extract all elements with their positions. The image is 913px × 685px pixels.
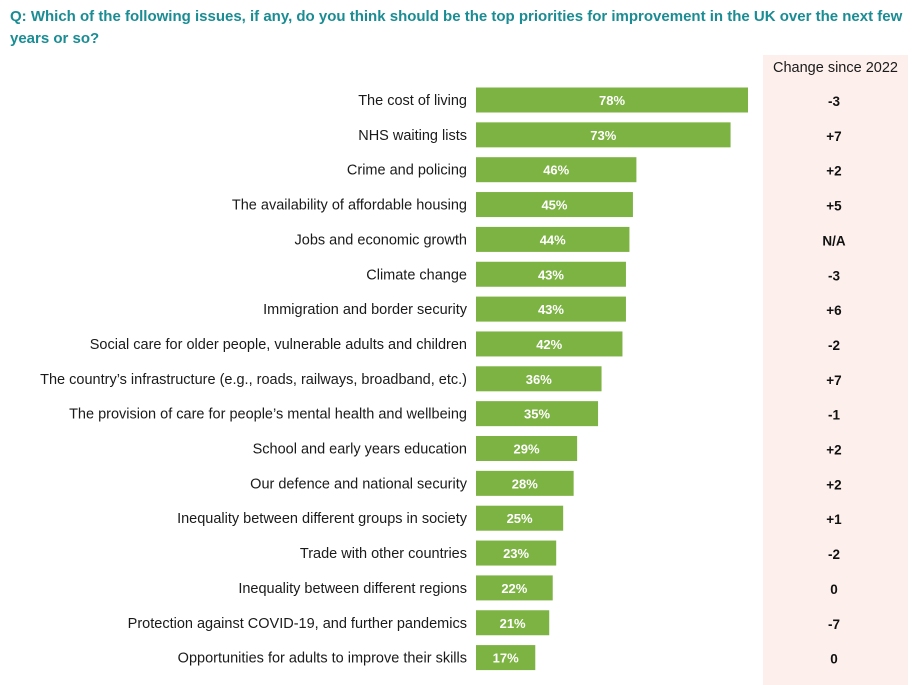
bar-value-label: 42%	[536, 337, 562, 352]
category-label: Climate change	[366, 267, 467, 283]
bar-value-label: 73%	[590, 128, 616, 143]
category-label: Opportunities for adults to improve thei…	[178, 651, 467, 667]
bar-value-label: 43%	[538, 267, 564, 282]
category-label: Trade with other countries	[300, 546, 467, 562]
change-value: -3	[828, 94, 840, 109]
bar-value-label: 36%	[526, 372, 552, 387]
bar	[476, 401, 599, 427]
change-value: +2	[826, 164, 841, 179]
change-value: 0	[830, 652, 838, 667]
bar	[476, 87, 748, 113]
bar	[476, 436, 578, 461]
change-column-header: Change since 2022	[773, 60, 898, 76]
category-label: Our defence and national security	[250, 476, 468, 492]
bar-value-label: 45%	[541, 198, 567, 213]
bar-value-label: 21%	[500, 616, 526, 631]
bar	[476, 331, 623, 357]
change-value: -2	[828, 338, 840, 353]
category-label: Immigration and border security	[263, 302, 468, 318]
category-label: The availability of affordable housing	[232, 198, 467, 214]
category-label: Protection against COVID-19, and further…	[128, 616, 467, 632]
change-value: -3	[828, 268, 840, 283]
bar	[476, 575, 553, 601]
question-title: Q: Which of the following issues, if any…	[10, 8, 903, 47]
bar-value-label: 35%	[524, 407, 550, 422]
bar	[476, 366, 602, 392]
bar	[476, 261, 626, 287]
category-label: NHS waiting lists	[358, 128, 467, 144]
change-value: +2	[826, 477, 841, 492]
category-label: Inequality between different regions	[238, 581, 467, 597]
change-value: +1	[826, 512, 842, 527]
change-value: +6	[826, 303, 842, 318]
bar	[476, 192, 633, 218]
change-value: N/A	[822, 233, 846, 248]
bar-value-label: 29%	[514, 442, 540, 457]
bar-value-label: 23%	[503, 546, 529, 561]
bar	[476, 122, 731, 148]
category-label: The provision of care for people’s menta…	[69, 407, 467, 423]
bar	[476, 296, 626, 322]
bar-value-label: 22%	[501, 581, 527, 596]
bar-value-label: 17%	[493, 651, 519, 666]
category-label: Inequality between different groups in s…	[177, 511, 468, 527]
bar	[476, 226, 630, 252]
change-value: 0	[830, 582, 838, 597]
category-label: Social care for older people, vulnerable…	[90, 337, 467, 353]
change-value: +5	[826, 199, 842, 214]
bar	[476, 645, 536, 671]
change-value: +7	[826, 129, 841, 144]
change-value: -1	[828, 408, 840, 423]
bar	[476, 610, 550, 636]
bar-value-label: 78%	[599, 93, 625, 108]
bar-value-label: 43%	[538, 302, 564, 317]
bar-value-label: 46%	[543, 163, 569, 178]
bar	[476, 505, 564, 531]
change-value: +2	[826, 443, 841, 458]
bar-value-label: 28%	[512, 476, 538, 491]
category-label: Crime and policing	[347, 163, 467, 179]
change-column-background	[763, 55, 908, 685]
category-label: School and early years education	[253, 442, 467, 458]
bar	[476, 540, 557, 566]
change-value: +7	[826, 373, 841, 388]
category-label: Jobs and economic growth	[295, 232, 468, 248]
bar	[476, 157, 637, 183]
change-value: -7	[828, 617, 840, 632]
category-label: The cost of living	[358, 93, 467, 109]
category-label: The country’s infrastructure (e.g., road…	[40, 372, 467, 388]
bar-value-label: 44%	[540, 232, 566, 247]
bar	[476, 470, 574, 496]
change-value: -2	[828, 547, 840, 562]
bar-value-label: 25%	[507, 511, 533, 526]
